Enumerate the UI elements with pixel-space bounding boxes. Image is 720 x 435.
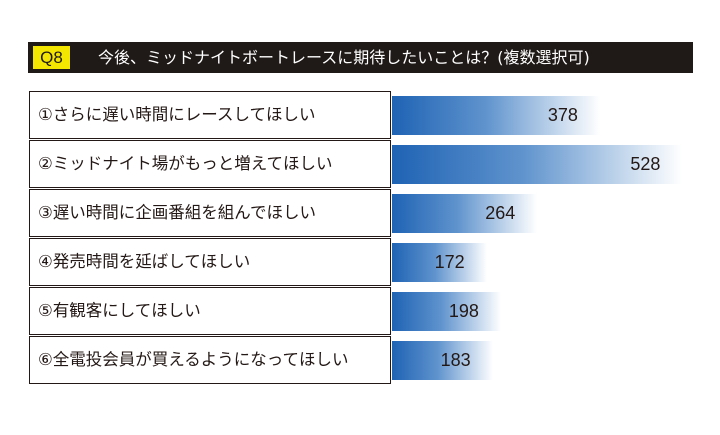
category-label: ⑤有観客にしてほしい [38, 301, 201, 320]
category-label-box: ④発売時間を延ばしてほしい [29, 238, 391, 286]
category-label: ②ミッドナイト場がもっと増えてほしい [38, 154, 333, 173]
bar [392, 145, 683, 184]
data-label: 528 [630, 154, 661, 174]
bar [392, 96, 600, 135]
bar [392, 292, 501, 331]
data-label: 378 [547, 105, 578, 125]
question-header: Q8 今後、ミッドナイトボートレースに期待したいことは？(複数選択可) [28, 42, 693, 73]
question-number-badge: Q8 [33, 46, 70, 69]
category-label-box: ①さらに遅い時間にレースしてほしい [29, 91, 391, 139]
category-label: ⑥全電投会員が買えるようになってほしい [38, 350, 349, 369]
category-label: ①さらに遅い時間にレースしてほしい [38, 105, 316, 124]
data-label: 198 [448, 301, 479, 321]
category-label-box: ⑤有観客にしてほしい [29, 287, 391, 335]
category-label-box: ②ミッドナイト場がもっと増えてほしい [29, 140, 391, 188]
data-label: 172 [434, 252, 465, 272]
bar [392, 194, 538, 233]
category-label: ③遅い時間に企画番組を組んでほしい [38, 203, 316, 222]
category-label-box: ⑥全電投会員が買えるようになってほしい [29, 336, 391, 384]
category-label-box: ③遅い時間に企画番組を組んでほしい [29, 189, 391, 237]
question-title: 今後、ミッドナイトボートレースに期待したいことは？(複数選択可) [98, 48, 590, 67]
data-label: 264 [485, 203, 516, 223]
bar [392, 341, 493, 380]
category-label: ④発売時間を延ばしてほしい [38, 252, 251, 271]
bar [392, 243, 487, 282]
data-label: 183 [440, 350, 471, 370]
